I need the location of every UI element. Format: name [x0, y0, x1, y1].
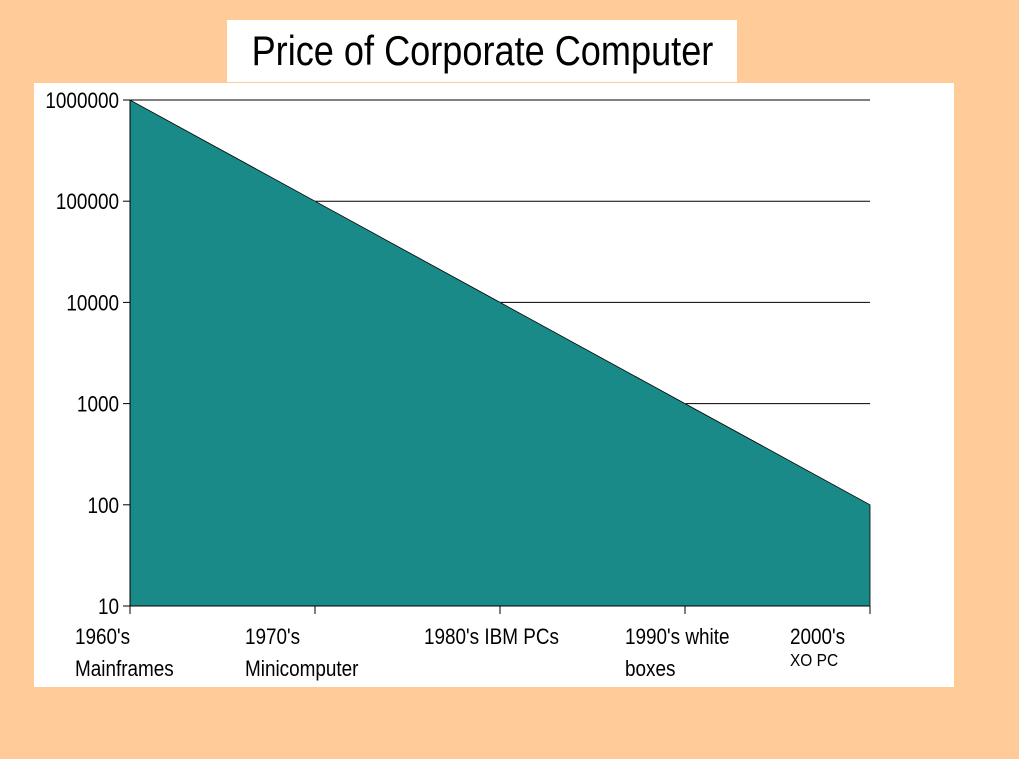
plot-panel: 10 100 1000 10000 100000 1000000 1960's Mainfr…	[34, 83, 954, 687]
data-point-4	[869, 504, 871, 506]
data-point-2	[499, 301, 501, 303]
x-tick-labels: 1960's Mainframes 1970's Minicomputer 1980's…	[75, 625, 845, 682]
y-tick-label-1000: 1000	[77, 392, 119, 417]
x-tick-label-line1-1: 1970's	[245, 625, 300, 650]
y-tick-label-10000: 10000	[66, 291, 119, 316]
x-tick-label-0: 1960's Mainframes	[75, 625, 174, 682]
area-series	[129, 99, 871, 607]
x-tick-label-3: 1990's white boxes	[625, 625, 730, 682]
y-tick-label-1000000: 1000000	[45, 89, 119, 114]
data-point-3	[684, 403, 686, 405]
y-tick-labels: 10 100 1000 10000 100000 1000000	[45, 89, 119, 620]
chart-title: Price of Corporate Computer	[251, 27, 713, 74]
x-tick-label-line1-0: 1960's	[75, 625, 130, 650]
x-tick-label-1: 1970's Minicomputer	[245, 625, 359, 682]
x-tick-label-line1-2: 1980's IBM PCs	[424, 625, 559, 650]
x-tick-label-line2-4: XO PC	[790, 650, 838, 670]
chart-svg: 10 100 1000 10000 100000 1000000 1960's Mainfr…	[45, 89, 871, 682]
x-tick-label-line2-3: boxes	[625, 657, 675, 682]
area-fill	[129, 99, 871, 607]
axes	[123, 99, 871, 614]
chart-title-box: Price of Corporate Computer	[227, 20, 737, 82]
x-tick-label-2: 1980's IBM PCs	[424, 625, 559, 650]
y-tick-label-100: 100	[87, 493, 119, 518]
data-point-1	[314, 200, 316, 202]
x-tick-label-line1-4: 2000's	[790, 625, 845, 650]
x-tick-label-line1-3: 1990's white	[625, 625, 730, 650]
x-tick-label-line2-1: Minicomputer	[245, 657, 359, 682]
y-tick-label-10: 10	[98, 595, 119, 620]
x-tick-label-line2-0: Mainframes	[75, 657, 174, 682]
y-tick-label-100000: 100000	[56, 190, 119, 215]
x-tick-label-4: 2000'sXO PC	[790, 625, 845, 671]
